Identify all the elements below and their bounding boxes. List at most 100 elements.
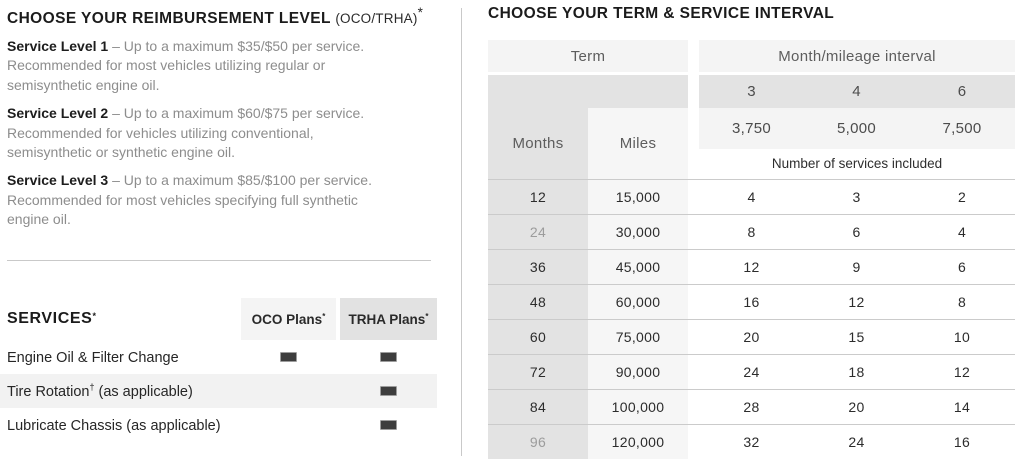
- trha-plans-column-header: TRHA Plans *: [340, 298, 437, 340]
- service-row-label: Lubricate Chassis (as applicable): [0, 416, 241, 434]
- services-count-3mo: 12: [699, 248, 805, 284]
- months-value: 60: [488, 318, 588, 354]
- term-data-row: 24 30,000 8 6 4: [488, 213, 1016, 249]
- miles-column-header: Miles: [588, 108, 689, 179]
- months-column-header: Months: [488, 108, 588, 179]
- services-table: SERVICES * OCO Plans * TRHA Plans * Engine …: [0, 298, 437, 442]
- term-group-header: Term: [488, 40, 689, 72]
- services-heading: SERVICES *: [0, 298, 241, 340]
- miles-value: 15,000: [588, 178, 689, 214]
- term-header-spacer: [488, 75, 689, 108]
- service-level-2-label: Service Level 2: [7, 105, 109, 122]
- interval-months-row: 3 4 6: [488, 75, 1016, 108]
- months-value: 84: [488, 388, 588, 424]
- services-count-6mo: 6: [909, 248, 1016, 284]
- services-count-4mo: 18: [804, 353, 910, 389]
- services-count-3mo: 28: [699, 388, 805, 424]
- services-header-row: SERVICES * OCO Plans * TRHA Plans *: [0, 298, 437, 340]
- trha-plans-asterisk: *: [425, 311, 429, 321]
- services-count-4mo: 15: [804, 318, 910, 354]
- oco-mark-cell: [241, 386, 336, 396]
- miles-value: 30,000: [588, 213, 689, 249]
- table-gap: [688, 353, 700, 389]
- service-level-1-paragraph: Service Level 1 – Up to a maximum $35/$5…: [7, 37, 379, 95]
- services-count-3mo: 20: [699, 318, 805, 354]
- table-group-header-row: Term Month/mileage interval: [488, 40, 1016, 72]
- reimbursement-level-heading: CHOOSE YOUR REIMBURSEMENT LEVEL (OCO/TRH…: [7, 5, 423, 28]
- months-value: 36: [488, 248, 588, 284]
- services-count-6mo: 14: [909, 388, 1016, 424]
- service-row: Tire Rotation† (as applicable): [0, 374, 437, 408]
- oco-plans-column-header: OCO Plans *: [241, 298, 336, 340]
- trha-mark-cell: [340, 420, 437, 430]
- services-count-6mo: 12: [909, 353, 1016, 389]
- services-note-row: Number of services included: [488, 149, 1016, 179]
- service-level-3-paragraph: Service Level 3 – Up to a maximum $85/$1…: [7, 171, 379, 229]
- table-gap: [688, 318, 700, 354]
- service-level-descriptions: Service Level 1 – Up to a maximum $35/$5…: [7, 37, 379, 239]
- trha-mark-cell: [340, 386, 437, 396]
- services-count-3mo: 16: [699, 283, 805, 319]
- services-count-4mo: 12: [804, 283, 910, 319]
- services-count-6mo: 4: [909, 213, 1016, 249]
- horizontal-divider: [7, 260, 431, 261]
- table-gap: [688, 178, 700, 214]
- table-gap: [688, 75, 700, 108]
- vertical-divider: [461, 8, 462, 456]
- service-name: Lubricate Chassis (as applicable): [7, 417, 221, 434]
- included-mark-trha: [380, 352, 397, 362]
- services-count-3mo: 8: [699, 213, 805, 249]
- service-dagger: †: [89, 382, 95, 393]
- service-level-2-paragraph: Service Level 2 – Up to a maximum $60/$7…: [7, 104, 379, 162]
- column-gap: [336, 298, 340, 340]
- term-data-row: 60 75,000 20 15 10: [488, 318, 1016, 354]
- term-data-row: 72 90,000 24 18 12: [488, 353, 1016, 389]
- services-count-4mo: 6: [804, 213, 910, 249]
- service-name: Engine Oil & Filter Change: [7, 349, 179, 366]
- table-gap: [688, 423, 700, 459]
- service-level-1-text: – Up to a maximum $35/$50 per service. R…: [7, 38, 365, 93]
- trha-plans-label: TRHA Plans: [348, 311, 426, 327]
- table-gap: [688, 149, 700, 179]
- oco-plans-label: OCO Plans: [251, 311, 323, 327]
- miles-value: 75,000: [588, 318, 689, 354]
- table-gap: [688, 108, 700, 149]
- months-value: 12: [488, 178, 588, 214]
- service-level-3-text: – Up to a maximum $85/$100 per service. …: [7, 172, 372, 228]
- included-mark-oco: [280, 352, 297, 362]
- services-count-3mo: 4: [699, 178, 805, 214]
- months-value: 24: [488, 213, 588, 249]
- interval-month-4: 4: [804, 75, 910, 108]
- miles-value: 120,000: [588, 423, 689, 459]
- service-row-label: Engine Oil & Filter Change: [0, 348, 241, 366]
- term-interval-heading: CHOOSE YOUR TERM & SERVICE INTERVAL: [488, 5, 835, 22]
- reimbursement-level-heading-text: CHOOSE YOUR REIMBURSEMENT LEVEL: [7, 10, 331, 28]
- months-value: 72: [488, 353, 588, 389]
- miles-value: 60,000: [588, 283, 689, 319]
- table-gap: [688, 248, 700, 284]
- interval-month-3: 3: [699, 75, 805, 108]
- services-count-6mo: 16: [909, 423, 1016, 459]
- term-data-row: 36 45,000 12 9 6: [488, 248, 1016, 284]
- table-gap: [688, 40, 700, 72]
- included-mark-trha: [380, 420, 397, 430]
- services-count-4mo: 20: [804, 388, 910, 424]
- interval-miles-7500: 7,500: [909, 108, 1016, 149]
- miles-value: 100,000: [588, 388, 689, 424]
- service-name: Tire Rotation: [7, 383, 90, 400]
- reimbursement-level-heading-suffix: (OCO/TRHA): [335, 11, 418, 27]
- table-gap-row: [488, 72, 1016, 75]
- service-level-1-label: Service Level 1: [7, 38, 109, 54]
- services-count-4mo: 3: [804, 178, 910, 214]
- term-service-interval-table: Term Month/mileage interval 3 4 6 Months…: [488, 40, 1016, 459]
- services-heading-asterisk: *: [92, 311, 97, 321]
- table-gap: [688, 388, 700, 424]
- services-count-6mo: 8: [909, 283, 1016, 319]
- services-included-note: Number of services included: [699, 149, 1016, 179]
- interval-miles-row: Months Miles 3,750 5,000 7,500: [488, 108, 1016, 179]
- months-value: 48: [488, 283, 588, 319]
- table-gap: [688, 283, 700, 319]
- services-count-4mo: 24: [804, 423, 910, 459]
- months-value: 96: [488, 423, 588, 459]
- service-row: Lubricate Chassis (as applicable): [0, 408, 437, 442]
